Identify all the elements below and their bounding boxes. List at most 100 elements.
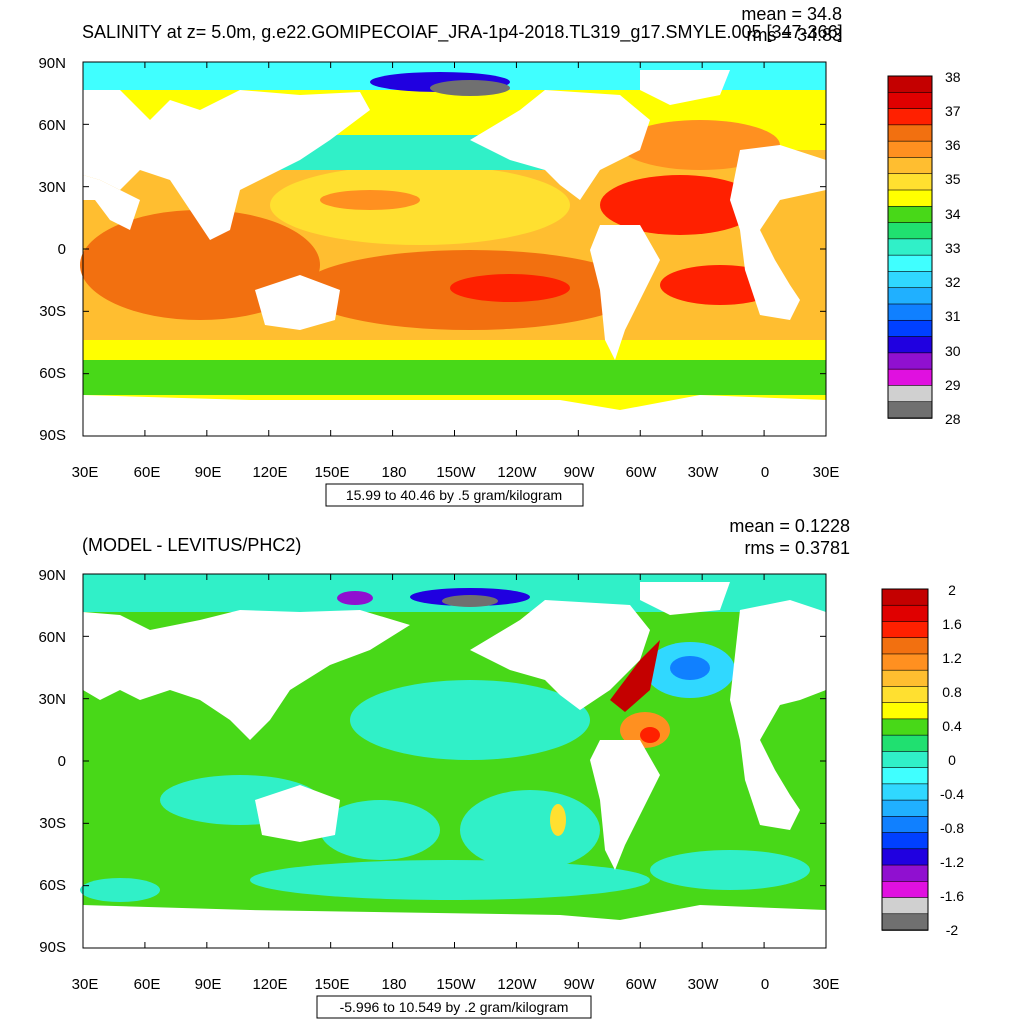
top-lon-tick-label: 60W <box>626 464 658 481</box>
top-lon-axis: 30E 60E 90E 120E 150E 180 150W 120W 90W … <box>72 464 840 481</box>
top-info-box-text: 15.99 to 40.46 by .5 gram/kilogram <box>346 487 562 503</box>
top-colorbar-frame <box>887 75 933 419</box>
colorbar-swatch <box>881 637 929 655</box>
top-land-south-america <box>590 225 660 360</box>
colorbar-swatch <box>881 718 929 736</box>
bottom-colorbar-label: 2 <box>948 582 956 598</box>
bottom-colorbar-label: 1.2 <box>942 650 962 666</box>
top-info-box: 15.99 to 40.46 by .5 gram/kilogram <box>325 483 584 507</box>
colorbar-swatch <box>887 108 933 126</box>
top-colorbar-label: 31 <box>945 308 961 324</box>
bottom-gulfstream-max <box>610 640 660 712</box>
top-title: SALINITY at z= 5.0m, g.e22.GOMIPECOIAF_J… <box>82 22 843 43</box>
bottom-land-greenland <box>640 582 730 615</box>
axis-tick-marks <box>82 61 827 437</box>
colorbar-swatch <box>881 816 929 834</box>
colorbar-swatch <box>881 783 929 801</box>
colorbar-swatch <box>881 669 929 688</box>
top-land-antarctica <box>83 395 826 436</box>
top-panel: SALINITY at z= 5.0m, g.e22.GOMIPECOIAF_J… <box>38 4 961 507</box>
top-colorbar-label: 30 <box>945 343 961 359</box>
bottom-lon-tick-label: 60E <box>134 976 161 993</box>
bottom-lon-tick-label: 150E <box>314 976 349 993</box>
top-lat-tick-label: 90S <box>39 427 66 444</box>
bottom-lon-tick-label: 90W <box>564 976 596 993</box>
bottom-lon-tick-label: 90E <box>195 976 222 993</box>
top-spacific-max <box>450 274 570 302</box>
bottom-lon-tick-label: 0 <box>761 976 769 993</box>
top-lat-tick-label: 30S <box>39 303 66 320</box>
bottom-land-asia <box>83 610 410 740</box>
bottom-colorbar-label: -2 <box>946 922 959 938</box>
colorbar-swatch <box>881 702 929 720</box>
top-land-north-america <box>470 90 650 200</box>
bottom-spacific-pos <box>550 804 566 836</box>
bottom-lon-tick-label: 30W <box>688 976 720 993</box>
colorbar-swatch <box>881 588 929 607</box>
colorbar-swatch <box>887 91 933 110</box>
bottom-colorbar-label: -1.2 <box>940 854 964 870</box>
colorbar-swatch <box>881 897 929 915</box>
colorbar-swatch <box>887 173 933 191</box>
bottom-lon-tick-label: 180 <box>381 976 406 993</box>
colorbar-swatch <box>887 238 933 256</box>
bottom-southern-neg <box>250 860 650 900</box>
top-land-africa-east <box>83 175 140 230</box>
bottom-land-south-america <box>590 740 660 870</box>
top-natlantic-max <box>600 175 760 235</box>
colorbar-swatch <box>881 880 929 899</box>
bottom-lat-axis: 90N 60N 30N 0 30S 60S 90S <box>38 567 66 956</box>
bottom-satlantic-south-neg <box>650 850 810 890</box>
top-map <box>80 61 827 437</box>
top-colorbar-label: 33 <box>945 240 961 256</box>
top-colorbar-label: 38 <box>945 69 961 85</box>
colorbar-swatch <box>881 751 929 769</box>
top-lon-tick-label: 90E <box>195 464 222 481</box>
colorbar-swatch <box>887 222 933 240</box>
bottom-colorbar: 2 1.6 1.2 0.8 0.4 0 -0.4 -0.8 -1.2 -1.6 … <box>881 582 964 938</box>
bottom-arctic-min <box>442 595 498 607</box>
bottom-arctic-fresh-west <box>337 591 373 605</box>
top-npacific-low <box>270 165 570 245</box>
top-lon-tick-label: 90W <box>564 464 596 481</box>
top-colorbar-label: 37 <box>945 103 961 119</box>
bottom-colorbar-label: 0.8 <box>942 684 962 700</box>
bottom-lon-tick-label: 120W <box>497 976 537 993</box>
colorbar-swatch <box>887 157 933 175</box>
bottom-colorbar-frame <box>881 588 929 931</box>
bottom-colorbar-label: 0 <box>948 752 956 768</box>
top-lat-tick-label: 60N <box>38 117 66 134</box>
top-southern-ocean-band <box>83 360 826 395</box>
top-land-greenland <box>640 70 730 105</box>
top-lon-tick-label: 150E <box>314 464 349 481</box>
top-land-australia <box>255 275 340 330</box>
top-arctic-min <box>430 80 510 96</box>
bottom-lat-tick-label: 60S <box>39 877 66 894</box>
colorbar-swatch <box>881 864 929 883</box>
top-lon-tick-label: 30E <box>72 464 99 481</box>
bottom-info-box-frame <box>316 995 592 1019</box>
colorbar-swatch <box>887 401 933 419</box>
colorbar-swatch <box>881 767 929 785</box>
colorbar-swatch <box>887 271 933 289</box>
colorbar-swatch <box>887 303 933 322</box>
colorbar-swatch <box>887 205 933 224</box>
top-npacific-mid <box>320 190 420 210</box>
top-lon-tick-label: 150W <box>436 464 476 481</box>
top-land-europe-africa <box>730 145 826 320</box>
bottom-natlantic-min <box>670 656 710 680</box>
colorbar-swatch <box>881 799 929 818</box>
bottom-colorbar-label: -1.6 <box>940 888 964 904</box>
top-land-asia <box>83 90 370 240</box>
colorbar-swatch <box>887 124 933 142</box>
top-mean-label: mean = 34.8 <box>741 4 842 24</box>
top-lon-tick-label: 180 <box>381 464 406 481</box>
top-colorbar-label: 34 <box>945 206 961 222</box>
bottom-colorbar-label: -0.4 <box>940 786 964 802</box>
top-colorbar-label: 36 <box>945 137 961 153</box>
colorbar-swatch <box>881 653 929 671</box>
top-colorbar-label: 29 <box>945 377 961 393</box>
bottom-lon-tick-label: 60W <box>626 976 658 993</box>
colorbar-swatch <box>881 848 929 866</box>
